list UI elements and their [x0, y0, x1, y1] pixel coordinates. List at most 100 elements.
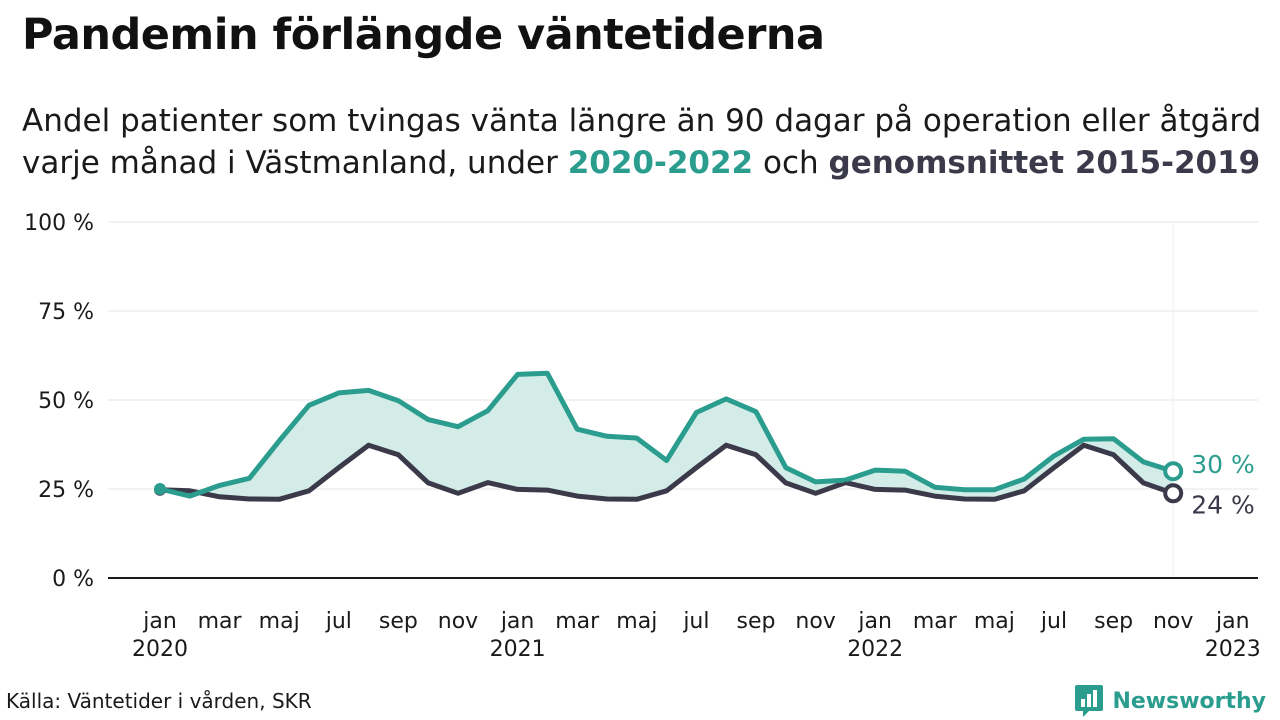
x-tick-label: nov — [795, 609, 835, 634]
data-point-average — [188, 489, 191, 492]
x-tick-label: sep — [379, 609, 418, 634]
y-tick-label: 0 % — [52, 567, 94, 592]
x-tick-label: jul — [1040, 609, 1067, 634]
x-tick-label: jan — [1215, 609, 1250, 634]
data-point-2020-2022 — [576, 427, 579, 431]
x-tick-label: jan — [142, 609, 177, 634]
data-point-average — [456, 492, 460, 495]
x-tick-year-label: 2020 — [132, 637, 188, 662]
data-point-average — [814, 492, 817, 495]
data-point-average — [784, 481, 787, 485]
data-point-average — [933, 494, 936, 498]
data-point-average — [635, 498, 638, 501]
x-tick-label: jan — [500, 609, 535, 634]
data-point-average — [844, 481, 847, 484]
data-point-average — [546, 488, 549, 492]
chart-title: Pandemin förlängde väntetiderna — [22, 10, 825, 60]
x-tick-label: sep — [1094, 609, 1133, 634]
data-point-average — [427, 481, 430, 485]
x-tick-label: mar — [198, 609, 243, 634]
subtitle-text-mid: och — [753, 145, 829, 181]
data-point-2020-2022 — [695, 411, 698, 414]
x-tick-year-label: 2021 — [490, 637, 546, 662]
x-tick-label: jul — [325, 609, 352, 634]
data-point-2020-2022 — [248, 477, 251, 480]
data-point-average — [1022, 489, 1026, 492]
subtitle-text-pre: varje månad i Västmanland, under — [22, 145, 568, 181]
data-point-2020-2022 — [1112, 437, 1115, 441]
data-point-2020-2022 — [516, 373, 519, 376]
bar-chart-icon — [1075, 685, 1104, 717]
end-label-2020-2022: 30 % — [1191, 450, 1255, 479]
data-point-2020-2022 — [337, 391, 340, 395]
data-point-average — [993, 498, 996, 501]
data-point-2020-2022 — [486, 409, 489, 412]
data-point-2020-2022 — [963, 488, 966, 491]
data-point-average — [963, 497, 966, 501]
subtitle-highlight-2020-2022: 2020-2022 — [567, 145, 754, 181]
data-point-average — [695, 466, 698, 469]
data-point-average — [1082, 444, 1086, 447]
data-point-average — [1112, 453, 1115, 457]
source-note: Källa: Väntetider i vården, SKR — [6, 689, 312, 713]
data-point-2020-2022 — [278, 439, 281, 443]
x-tick-year-label: 2023 — [1205, 637, 1261, 662]
data-point-2020-2022 — [933, 486, 936, 489]
data-point-average — [397, 453, 400, 457]
x-tick-label: jul — [682, 609, 709, 634]
data-point-2020-2022 — [218, 484, 221, 487]
data-point-average — [576, 494, 579, 498]
data-point-average — [903, 488, 907, 492]
data-point-2020-2022 — [874, 468, 877, 472]
subtitle-line-1: Andel patienter som tvingas vänta längre… — [22, 103, 1262, 139]
data-point-2020-2022 — [456, 425, 460, 428]
data-point-average — [278, 498, 281, 501]
data-point-2020-2022 — [307, 404, 311, 407]
subtitle-line-2: varje månad i Västmanland, under 2020-20… — [22, 142, 1280, 184]
x-tick-label: mar — [913, 609, 958, 634]
data-point-2020-2022 — [754, 410, 758, 413]
data-point-average — [337, 466, 340, 469]
x-tick-year-label: 2022 — [847, 637, 903, 662]
y-tick-label: 25 % — [38, 478, 94, 503]
data-point-2020-2022 — [725, 397, 728, 401]
chart-subtitle: Andel patienter som tvingas vänta längre… — [22, 100, 1280, 184]
data-point-average — [307, 489, 311, 492]
data-point-average — [1052, 466, 1056, 469]
data-point-average — [218, 495, 221, 499]
x-tick-label: jan — [857, 609, 892, 634]
x-tick-label: nov — [1153, 609, 1193, 634]
data-point-average — [605, 497, 609, 501]
x-tick-label: nov — [438, 609, 478, 634]
data-point-2020-2022 — [1052, 454, 1056, 458]
data-point-2020-2022 — [784, 466, 787, 469]
data-point-2020-2022 — [397, 399, 400, 402]
y-tick-label: 75 % — [38, 300, 94, 325]
x-tick-label: maj — [616, 609, 657, 634]
end-point-2020-2022 — [1163, 461, 1184, 482]
data-point-average — [725, 444, 728, 447]
data-point-2020-2022 — [844, 478, 847, 482]
data-point-average — [367, 444, 370, 447]
data-point-2020-2022 — [635, 436, 638, 440]
data-point-2020-2022 — [605, 435, 609, 438]
data-point-average — [1142, 481, 1145, 485]
data-point-2020-2022 — [1082, 437, 1086, 441]
start-point-2020-2022 — [154, 483, 166, 495]
data-point-2020-2022 — [1142, 460, 1145, 464]
y-tick-label: 50 % — [38, 389, 94, 414]
brand-logo: Newsworthy — [1074, 684, 1266, 718]
subtitle-highlight-average: genomsnittet 2015-2019 — [828, 145, 1261, 181]
brand-name: Newsworthy — [1112, 688, 1266, 714]
data-point-average — [754, 453, 758, 457]
x-tick-label: maj — [259, 609, 300, 634]
data-point-2020-2022 — [1022, 477, 1026, 481]
data-point-average — [874, 488, 877, 491]
data-point-2020-2022 — [814, 480, 817, 484]
data-point-2020-2022 — [427, 418, 430, 421]
end-point-average — [1163, 483, 1184, 504]
data-point-2020-2022 — [903, 470, 907, 473]
end-label-average: 24 % — [1191, 490, 1255, 519]
data-point-average — [486, 481, 489, 484]
